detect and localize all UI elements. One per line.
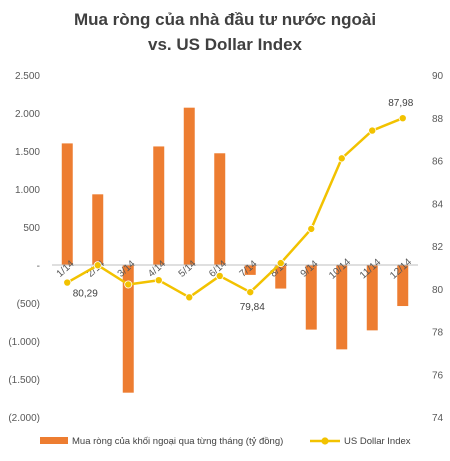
- usd-index-point: [215, 271, 224, 280]
- data-label: 87,98: [388, 98, 413, 109]
- category-label: 5/14: [177, 258, 199, 279]
- bar: [305, 265, 317, 330]
- left-axis-tick-label: (1.000): [8, 337, 40, 348]
- usd-index-point: [63, 278, 72, 287]
- usd-index-line: [66, 117, 404, 299]
- left-axis-tick-label: (1.500): [8, 375, 40, 386]
- left-axis-tick-label: -: [37, 261, 40, 272]
- right-axis-tick-label: 82: [432, 242, 444, 253]
- usd-index-point: [398, 114, 407, 123]
- bar: [336, 265, 348, 350]
- usd-index-point: [276, 259, 285, 268]
- bar: [92, 194, 104, 265]
- left-axis-tick-label: 500: [23, 223, 40, 234]
- usd-index-point: [337, 154, 346, 163]
- category-label: 7/14: [238, 258, 260, 279]
- data-label: 79,84: [240, 302, 265, 313]
- right-axis-tick-label: 78: [432, 328, 444, 339]
- chart-title-line-2: vs. US Dollar Index: [148, 35, 302, 54]
- bar: [122, 265, 134, 393]
- bar: [397, 265, 409, 307]
- chart-title-line-1: Mua ròng của nhà đầu tư nước ngoài: [73, 10, 377, 29]
- left-axis-tick-label: 2.000: [15, 109, 40, 120]
- right-axis-tick-label: 74: [432, 413, 444, 424]
- legend-label-line: US Dollar Index: [344, 436, 411, 447]
- bar: [244, 265, 256, 275]
- right-axis-tick-label: 90: [432, 71, 444, 82]
- left-axis-tick-label: 2.500: [15, 71, 40, 82]
- usd-index-point: [185, 293, 194, 302]
- legend-label-bars: Mua ròng của khối ngoại qua từng tháng (…: [72, 436, 283, 447]
- bar: [61, 143, 73, 265]
- legend-swatch-bars: [40, 437, 68, 444]
- left-axis-tick-label: 1.000: [15, 185, 40, 196]
- right-axis-tick-label: 86: [432, 157, 444, 168]
- bar: [366, 265, 378, 331]
- usd-index-point: [124, 280, 133, 289]
- usd-index-point: [154, 276, 163, 285]
- bar: [214, 153, 226, 265]
- bar: [153, 146, 165, 265]
- right-axis-tick-label: 80: [432, 285, 444, 296]
- category-label: 1/14: [55, 258, 77, 279]
- bar: [183, 107, 195, 266]
- usd-index-point: [93, 261, 102, 270]
- left-axis-tick-label: 1.500: [15, 147, 40, 158]
- left-axis-tick-label: (2.000): [8, 413, 40, 424]
- legend-marker-line: [321, 437, 329, 445]
- right-axis-tick-label: 76: [432, 370, 444, 381]
- data-label: 80,29: [73, 289, 98, 300]
- usd-index-point: [368, 126, 377, 135]
- right-axis-tick-label: 84: [432, 199, 444, 210]
- usd-index-point: [307, 224, 316, 233]
- right-axis-tick-label: 88: [432, 114, 444, 125]
- left-axis-tick-label: (500): [17, 299, 40, 310]
- usd-index-point: [246, 288, 255, 297]
- bar: [275, 265, 287, 289]
